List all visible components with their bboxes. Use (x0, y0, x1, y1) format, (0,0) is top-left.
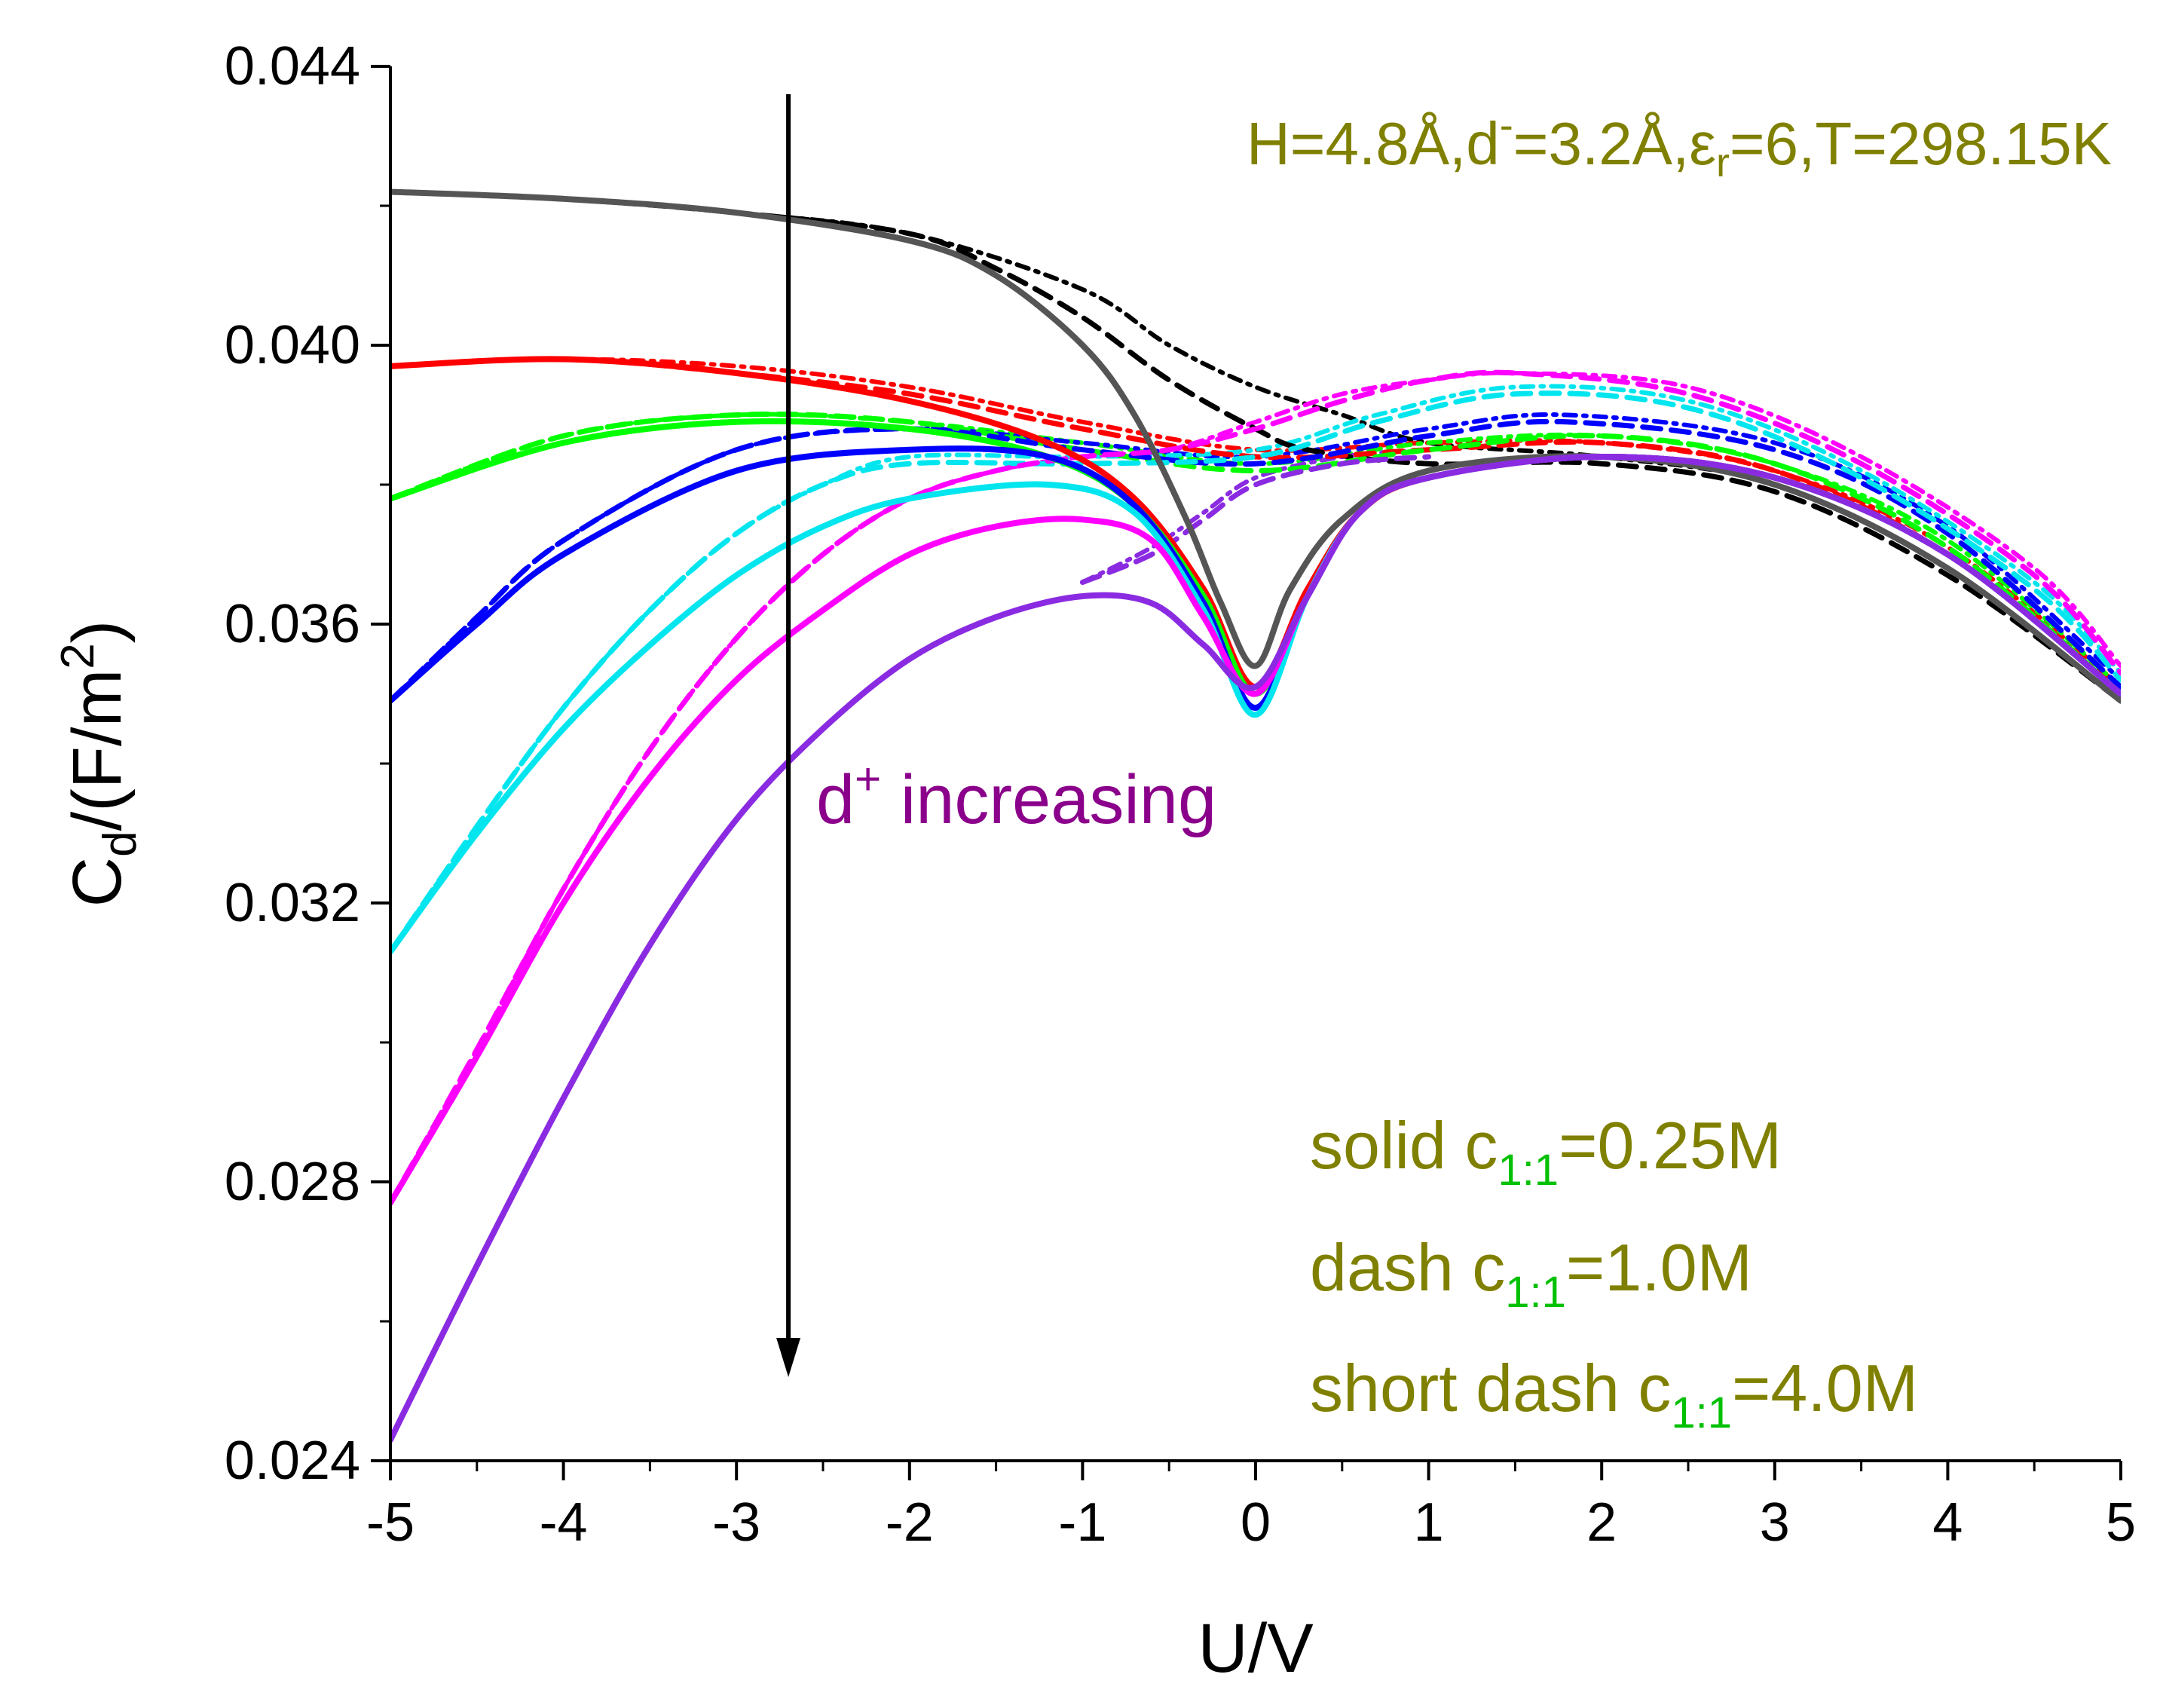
y-tick-label: 0.044 (225, 36, 360, 96)
x-tick-label: -1 (1058, 1492, 1106, 1553)
x-ticks: -5 -4 -3 -2 -1 0 1 2 3 4 5 (366, 1461, 2136, 1553)
x-tick-label: 4 (1932, 1492, 1963, 1553)
legend-entry: short dash c1:1=4.0M (1310, 1351, 1918, 1437)
x-tick-label: 5 (2106, 1492, 2136, 1553)
parameters-annotation: H=4.8Å,d-=3.2Å,εr=6,T=298.15K (1247, 103, 2112, 185)
y-tick-label: 0.040 (225, 315, 360, 375)
y-tick-label: 0.024 (225, 1431, 360, 1491)
x-tick-label: 3 (1760, 1492, 1790, 1553)
legend-entry: solid c1:1=0.25M (1310, 1108, 1782, 1195)
x-tick-label: 1 (1414, 1492, 1444, 1553)
x-tick-label: 0 (1241, 1492, 1271, 1553)
series-black-short (390, 189, 2121, 703)
series-magenta-dash (390, 369, 2121, 1206)
series-cyan-dash (390, 390, 2121, 955)
y-ticks: 0.024 0.028 0.032 0.036 0.040 0.044 (225, 36, 390, 1491)
increasing-arrow (776, 94, 801, 1377)
arrow-label: d+ increasing (816, 754, 1216, 838)
y-tick-label: 0.028 (225, 1152, 360, 1212)
x-tick-label: -3 (712, 1492, 760, 1553)
series-violet-solid (390, 454, 2121, 1443)
series-layer (390, 188, 2121, 1443)
series-violet-dash (1079, 454, 1432, 585)
x-tick-label: -5 (366, 1492, 415, 1553)
y-tick-label: 0.036 (225, 594, 360, 654)
x-tick-label: 2 (1586, 1492, 1617, 1553)
axes (389, 66, 2121, 1462)
arrow-head (776, 1338, 801, 1377)
series-cyan-short (390, 384, 2121, 954)
x-tick-label: -2 (886, 1492, 934, 1553)
y-axis-label: Cd/(F/m2) (52, 620, 146, 908)
series-magenta-solid (390, 454, 2121, 1206)
series-cyan-solid (390, 454, 2121, 955)
legend-entry: dash c1:1=1.0M (1310, 1230, 1752, 1317)
series-black-dash (390, 189, 2121, 704)
series-green-dash (390, 412, 2121, 696)
x-axis-label: U/V (1198, 1610, 1313, 1687)
series-black-solid (390, 188, 2121, 704)
y-tick-label: 0.032 (225, 873, 360, 933)
line-style-legend: solid c1:1=0.25M dash c1:1=1.0M short da… (1310, 1108, 1918, 1437)
x-tick-label: -4 (540, 1492, 588, 1553)
